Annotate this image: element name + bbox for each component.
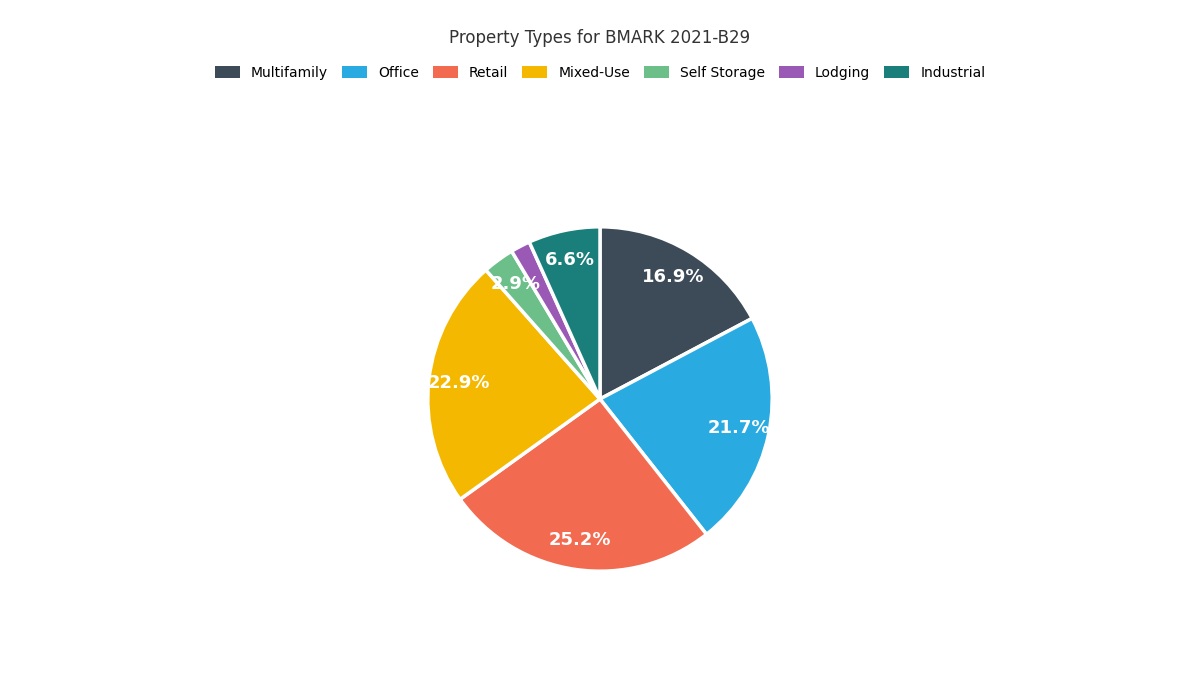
Wedge shape [600,227,752,399]
Text: 22.9%: 22.9% [427,374,490,392]
Wedge shape [600,318,772,534]
Wedge shape [428,270,600,499]
Text: 25.2%: 25.2% [548,531,611,549]
Wedge shape [460,399,707,571]
Wedge shape [529,227,600,399]
Wedge shape [511,242,600,399]
Text: 6.6%: 6.6% [545,251,595,269]
Text: 21.7%: 21.7% [708,419,770,438]
Wedge shape [486,251,600,399]
Text: 2.9%: 2.9% [491,275,541,293]
Title: Property Types for BMARK 2021-B29: Property Types for BMARK 2021-B29 [450,29,750,47]
Text: 16.9%: 16.9% [642,268,704,286]
Legend: Multifamily, Office, Retail, Mixed-Use, Self Storage, Lodging, Industrial: Multifamily, Office, Retail, Mixed-Use, … [210,62,990,84]
